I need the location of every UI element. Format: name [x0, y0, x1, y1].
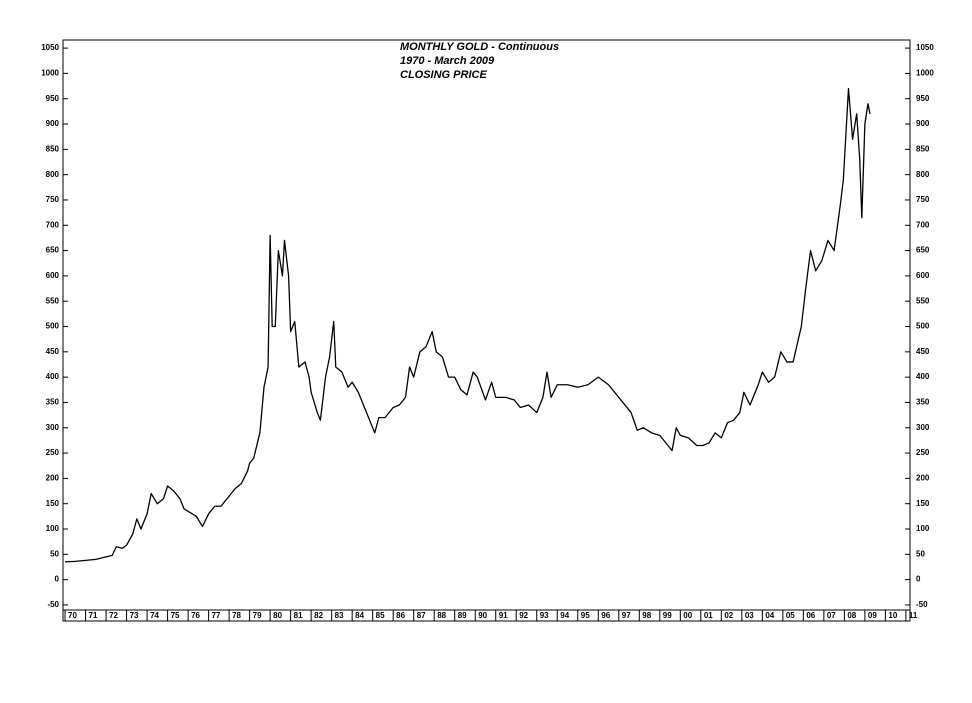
x-tick-label: 74 [150, 611, 159, 620]
y-tick-label-right: 650 [916, 246, 930, 255]
y-tick-label: 800 [46, 170, 60, 179]
y-tick-label: 200 [46, 473, 60, 482]
y-tick-label: 50 [50, 549, 59, 558]
x-tick-label: 86 [396, 611, 405, 620]
x-tick-label: 91 [499, 611, 508, 620]
x-tick-label: 08 [847, 611, 856, 620]
y-tick-label-right: 200 [916, 473, 930, 482]
x-tick-label: 97 [622, 611, 631, 620]
y-tick-label-right: 600 [916, 271, 930, 280]
x-tick-label: 06 [806, 611, 815, 620]
x-tick-label: 92 [519, 611, 528, 620]
y-tick-label: 500 [46, 322, 60, 331]
x-tick-label: 96 [601, 611, 610, 620]
y-tick-label: 300 [46, 423, 60, 432]
y-tick-label-right: 350 [916, 398, 930, 407]
x-tick-label: 73 [130, 611, 139, 620]
y-tick-label-right: 700 [916, 220, 930, 229]
y-tick-label: 100 [46, 524, 60, 533]
x-tick-label: 80 [273, 611, 282, 620]
y-tick-label-right: 1000 [916, 69, 934, 78]
x-tick-label: 00 [683, 611, 692, 620]
y-tick-label: -50 [47, 600, 59, 609]
x-tick-label: 70 [68, 611, 77, 620]
chart-subtitle: 1970 - March 2009 [400, 55, 495, 67]
y-tick-label: 0 [55, 575, 60, 584]
y-tick-label: 400 [46, 372, 60, 381]
x-tick-label: 84 [355, 611, 364, 620]
y-tick-label-right: 900 [916, 119, 930, 128]
y-tick-label: 1050 [41, 43, 59, 52]
x-tick-label: 85 [376, 611, 385, 620]
y-tick-label-right: 750 [916, 195, 930, 204]
x-tick-label: 75 [171, 611, 180, 620]
y-tick-label: 750 [46, 195, 60, 204]
y-tick-label: 550 [46, 296, 60, 305]
y-tick-label: 600 [46, 271, 60, 280]
y-tick-label-right: 1050 [916, 43, 934, 52]
x-tick-label: 77 [212, 611, 221, 620]
y-tick-label: 900 [46, 119, 60, 128]
x-tick-label: 72 [109, 611, 118, 620]
x-tick-label: 81 [294, 611, 303, 620]
y-tick-label-right: 800 [916, 170, 930, 179]
y-tick-label: 1000 [41, 69, 59, 78]
x-tick-label: 07 [827, 611, 836, 620]
y-tick-label-right: 0 [916, 575, 921, 584]
y-tick-label-right: -50 [916, 600, 928, 609]
plot-frame [62, 39, 911, 611]
x-tick-label: 83 [335, 611, 344, 620]
x-tick-label: 95 [581, 611, 590, 620]
x-tick-label: 78 [232, 611, 241, 620]
chart-title: MONTHLY GOLD - Continuous [400, 41, 559, 53]
x-tick-label: 09 [868, 611, 877, 620]
y-tick-label-right: 950 [916, 94, 930, 103]
y-tick-label-right: 850 [916, 144, 930, 153]
x-tick-label: 88 [437, 611, 446, 620]
x-tick-label: 99 [663, 611, 672, 620]
y-tick-label-right: 50 [916, 549, 925, 558]
y-tick-label: 650 [46, 246, 60, 255]
x-tick-label: 87 [417, 611, 426, 620]
x-tick-label: 98 [642, 611, 651, 620]
y-tick-label-right: 100 [916, 524, 930, 533]
x-tick-label: 03 [745, 611, 754, 620]
x-tick-label: 90 [478, 611, 487, 620]
y-tick-label: 950 [46, 94, 60, 103]
x-tick-label: 02 [724, 611, 733, 620]
x-tick-label: 89 [458, 611, 467, 620]
x-tick-label: 79 [253, 611, 262, 620]
x-tick-label: 05 [786, 611, 795, 620]
x-tick-label: 71 [89, 611, 98, 620]
y-tick-label: 350 [46, 398, 60, 407]
y-tick-label: 700 [46, 220, 60, 229]
x-tick-label: 04 [765, 611, 774, 620]
y-tick-label: 850 [46, 144, 60, 153]
x-tick-label: 01 [704, 611, 713, 620]
y-tick-label-right: 450 [916, 347, 930, 356]
x-tick-label: 76 [191, 611, 200, 620]
x-tick-label: 10 [888, 611, 897, 620]
price-line [65, 87, 871, 563]
x-axis-band [62, 609, 911, 622]
y-tick-label: 150 [46, 499, 60, 508]
y-tick-label-right: 400 [916, 372, 930, 381]
x-tick-label: 82 [314, 611, 323, 620]
x-tick-label: 11 [909, 611, 918, 620]
chart-subtitle: CLOSING PRICE [400, 69, 487, 81]
y-tick-label: 250 [46, 448, 60, 457]
y-tick-label-right: 550 [916, 296, 930, 305]
y-tick-label: 450 [46, 347, 60, 356]
y-tick-label-right: 300 [916, 423, 930, 432]
x-tick-label: 94 [560, 611, 569, 620]
y-tick-label-right: 150 [916, 499, 930, 508]
x-tick-label: 93 [540, 611, 549, 620]
y-tick-label-right: 250 [916, 448, 930, 457]
y-tick-label-right: 500 [916, 322, 930, 331]
